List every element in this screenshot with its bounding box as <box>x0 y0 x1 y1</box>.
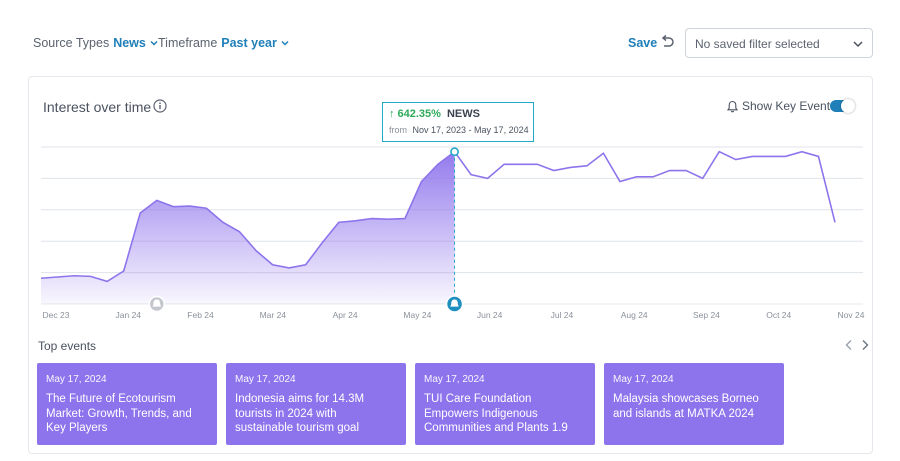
highlight-point[interactable] <box>450 147 459 157</box>
tooltip-range: Nov 17, 2023 - May 17, 2024 <box>412 125 529 135</box>
event-date: May 17, 2024 <box>613 374 674 385</box>
x-tick-label: Sep 24 <box>693 310 720 320</box>
x-tick-label: Oct 24 <box>766 310 791 320</box>
chevron-down-icon <box>853 41 863 48</box>
event-headline: The Future of Ecotourism Market: Growth,… <box>46 393 192 434</box>
key-event-marker[interactable] <box>445 295 464 313</box>
event-headline: Malaysia showcases Borneo and islands at… <box>613 393 759 420</box>
key-event-marker[interactable] <box>148 295 166 313</box>
up-arrow-icon: ↑ <box>389 108 395 120</box>
undo-icon[interactable] <box>659 34 675 50</box>
x-tick-label: Feb 24 <box>187 310 214 320</box>
series-line <box>40 150 836 283</box>
event-card[interactable]: May 17, 2024 The Future of Ecotourism Ma… <box>37 363 217 445</box>
info-icon[interactable] <box>153 99 167 113</box>
interest-over-time-card: Interest over time Show Key Events Dec 2… <box>28 76 873 454</box>
chart-title: Interest over time <box>43 99 152 115</box>
bell-icon <box>450 299 459 307</box>
x-tick-label: Nov 24 <box>838 310 865 320</box>
event-card[interactable]: May 17, 2024 Indonesia aims for 14.3M to… <box>226 363 406 445</box>
saved-filter-select[interactable]: No saved filter selected <box>685 28 873 58</box>
tooltip-percent: 642.35% <box>397 108 441 120</box>
save-button[interactable]: Save <box>628 36 658 50</box>
event-date: May 17, 2024 <box>424 374 485 385</box>
x-tick-label: Aug 24 <box>621 310 648 320</box>
timeframe-value: Past year <box>221 36 277 50</box>
event-card[interactable]: May 17, 2024 TUI Care Foundation Empower… <box>415 363 595 445</box>
event-headline: TUI Care Foundation Empowers Indigenous … <box>424 393 568 434</box>
source-types-filter[interactable]: Source Types News <box>33 36 159 50</box>
tooltip-source: NEWS <box>446 108 480 120</box>
chevron-left-icon[interactable] <box>844 339 854 351</box>
event-date: May 17, 2024 <box>235 374 296 385</box>
saved-filter-value: No saved filter selected <box>695 37 820 51</box>
bell-icon <box>726 100 739 112</box>
timeframe-label: Timeframe <box>158 36 218 50</box>
series-area <box>41 151 455 304</box>
x-tick-label: Jul 24 <box>551 310 574 320</box>
key-events-control: Show Key Events <box>726 99 836 113</box>
x-tick-label: May 24 <box>403 310 431 320</box>
event-headline: Indonesia aims for 14.3M tourists in 202… <box>235 393 365 434</box>
toolbar: Source Types News Timeframe Past year Sa… <box>0 0 900 72</box>
event-card[interactable]: May 17, 2024 Malaysia showcases Borneo a… <box>604 363 784 445</box>
bell-icon <box>152 299 161 307</box>
chevron-down-icon <box>281 40 289 46</box>
chevron-right-icon[interactable] <box>860 339 870 351</box>
x-tick-label: Jun 24 <box>477 310 503 320</box>
key-events-label: Show Key Events <box>742 99 837 113</box>
chevron-down-icon <box>150 40 158 46</box>
timeframe-filter[interactable]: Timeframe Past year <box>158 36 290 50</box>
source-types-value: News <box>113 36 146 50</box>
x-tick-label: Apr 24 <box>333 310 358 320</box>
x-tick-label: Mar 24 <box>260 310 287 320</box>
source-types-label: Source Types <box>33 36 110 50</box>
key-events-toggle[interactable] <box>830 99 855 113</box>
top-events-heading: Top events <box>38 339 97 353</box>
tooltip-from-label: from <box>389 125 407 135</box>
x-tick-label: Jan 24 <box>116 310 142 320</box>
x-tick-label: Dec 23 <box>43 310 70 320</box>
chart-tooltip: ↑ 642.35% NEWS from Nov 17, 2023 - May 1… <box>382 102 534 142</box>
event-date: May 17, 2024 <box>46 374 107 385</box>
interest-chart: Dec 23 Jan 24 Feb 24 Mar 24 Apr 24 May 24 Jun … <box>40 146 865 320</box>
top-events-nav <box>844 339 870 351</box>
